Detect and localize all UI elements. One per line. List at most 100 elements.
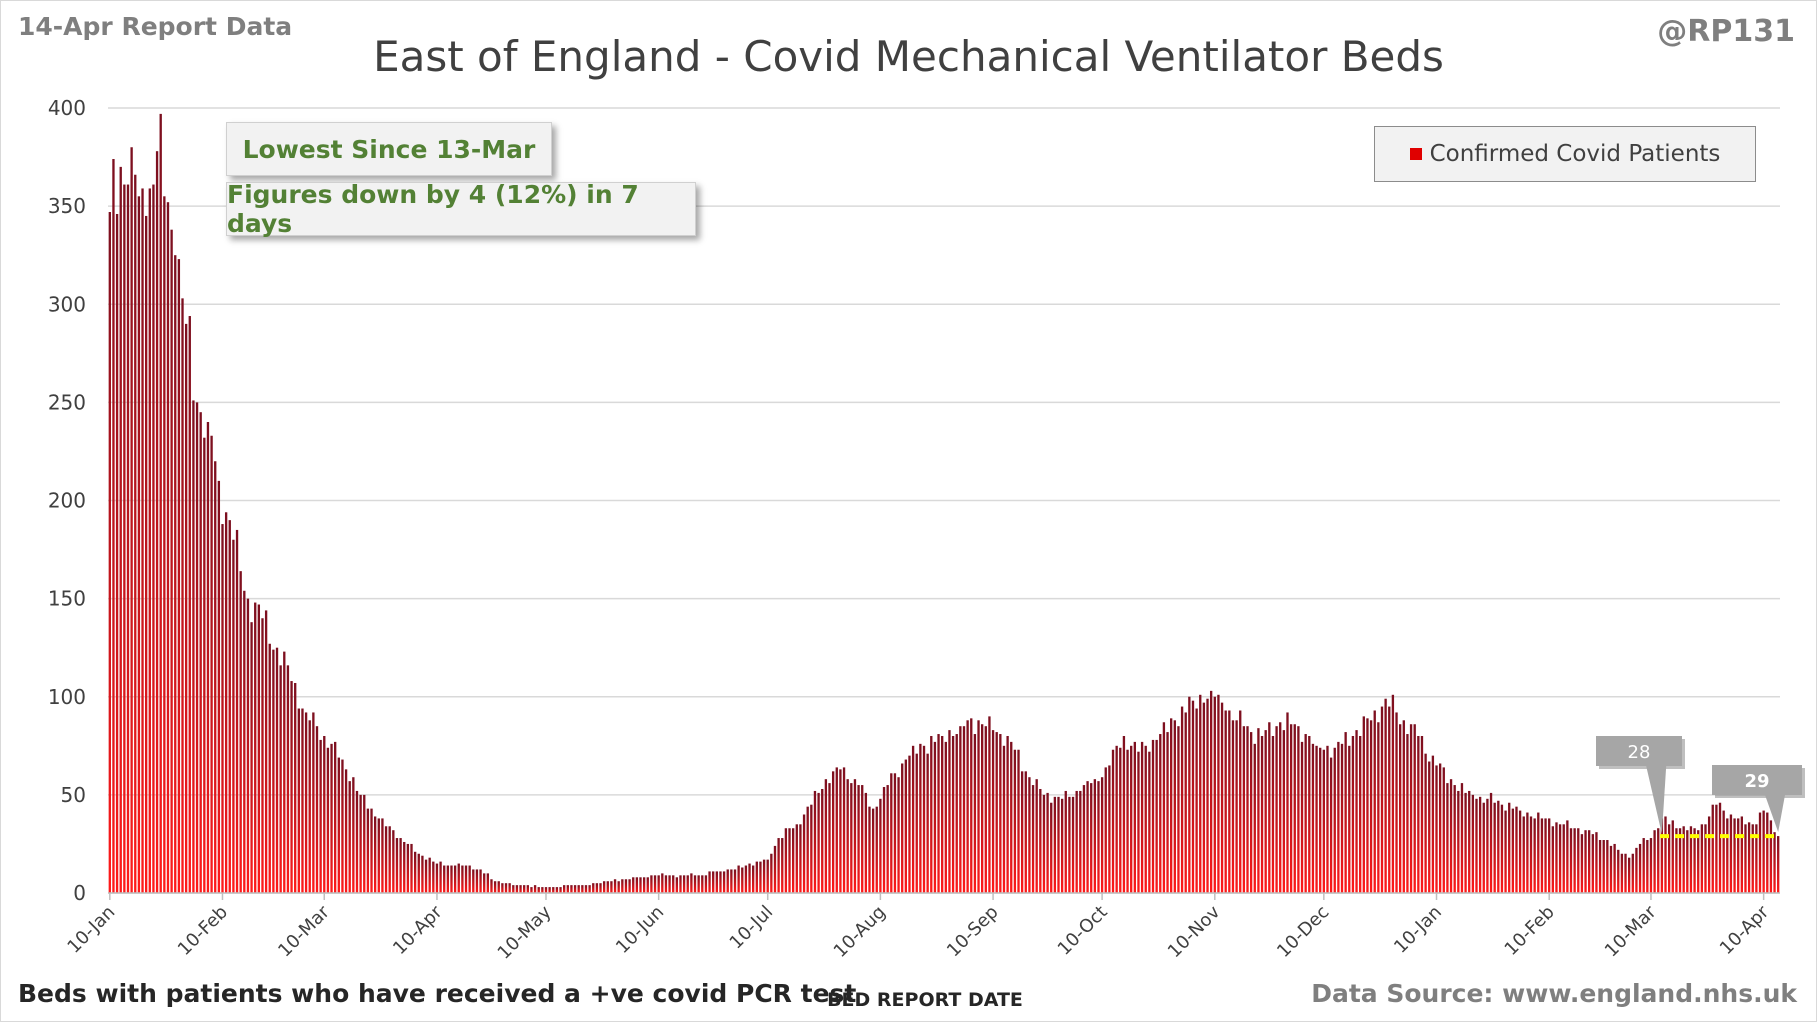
bar — [606, 881, 609, 893]
bar — [181, 298, 184, 893]
bar — [1384, 698, 1387, 893]
bar — [570, 885, 573, 893]
bar — [137, 196, 141, 893]
bar — [1002, 745, 1006, 893]
bar — [686, 875, 689, 893]
bar — [951, 736, 955, 893]
bar — [1279, 722, 1282, 893]
bar — [1686, 830, 1689, 893]
bar — [1195, 708, 1198, 893]
bar — [628, 879, 631, 893]
bar — [1744, 824, 1747, 893]
bar — [126, 184, 130, 894]
bar — [890, 773, 893, 893]
bar — [1366, 718, 1369, 893]
legend-label: Confirmed Covid Patients — [1429, 141, 1721, 167]
x-tick-label: 10-Apr — [1716, 901, 1774, 959]
bar — [1446, 783, 1449, 893]
bar — [573, 885, 577, 893]
bar — [621, 879, 624, 893]
bar — [1769, 820, 1773, 893]
bar — [1170, 718, 1173, 893]
bar — [1464, 792, 1467, 893]
weekly-change-text: Figures down by 4 (12%) in 7 days — [227, 180, 639, 238]
bar — [1046, 792, 1049, 893]
bar — [1468, 790, 1471, 893]
bar — [1595, 832, 1598, 893]
bar — [842, 767, 846, 893]
bar — [559, 887, 562, 893]
bar — [334, 741, 337, 893]
data-label-pointer — [1765, 795, 1785, 833]
bar — [1329, 757, 1333, 893]
bar — [155, 151, 159, 893]
bar — [897, 777, 900, 893]
bar — [355, 790, 359, 893]
bar — [577, 885, 580, 893]
bar — [472, 869, 475, 893]
bar — [1548, 818, 1551, 893]
bar — [1249, 732, 1253, 893]
bar — [1580, 834, 1584, 894]
bar — [679, 875, 682, 893]
bar — [1740, 816, 1743, 893]
bar — [955, 734, 958, 893]
bar — [770, 853, 773, 893]
bar — [1682, 826, 1685, 893]
bar — [708, 871, 711, 893]
bar — [1268, 722, 1271, 893]
bar — [1729, 814, 1733, 893]
bar — [1453, 785, 1456, 893]
bar — [1737, 818, 1740, 893]
bar — [512, 885, 515, 893]
x-tick-label: 10-Jan — [63, 902, 119, 958]
bar — [552, 887, 555, 893]
bar — [930, 736, 933, 893]
bar — [1115, 745, 1118, 893]
bar — [424, 859, 428, 893]
bar — [566, 885, 569, 893]
bar — [1424, 753, 1427, 893]
y-tick-label: 150 — [48, 587, 86, 611]
bar — [1322, 749, 1325, 893]
bar — [817, 792, 820, 893]
bar — [1591, 834, 1594, 894]
bar — [504, 883, 508, 893]
y-tick-label: 250 — [48, 390, 86, 414]
bar — [1297, 726, 1300, 893]
bar — [413, 851, 417, 893]
y-tick-label: 300 — [48, 292, 86, 316]
x-axis-ticks: 10-Jan 10-Feb 10-Mar 10-Apr 10-May 10-Jun 10-J… — [63, 892, 1780, 964]
bar — [184, 323, 188, 894]
bar — [1100, 777, 1104, 893]
bar — [352, 777, 355, 893]
bar — [526, 885, 529, 893]
bar — [1711, 804, 1714, 893]
bar — [1544, 818, 1547, 893]
x-tick-label: 10-Jan — [1390, 902, 1446, 958]
bar — [1660, 818, 1664, 893]
bar — [733, 869, 737, 893]
bar — [217, 480, 221, 894]
bar — [1104, 767, 1107, 893]
bar — [319, 739, 322, 893]
bar — [799, 824, 802, 893]
bar — [926, 753, 929, 893]
bar — [246, 598, 250, 894]
bar — [261, 618, 264, 893]
bar — [1369, 720, 1373, 893]
bar — [1151, 739, 1155, 893]
bar — [1635, 847, 1638, 893]
bar — [995, 732, 998, 893]
bar — [617, 881, 620, 893]
bar — [1337, 741, 1340, 893]
bar — [1478, 796, 1482, 893]
bar — [1573, 828, 1576, 893]
bar — [835, 767, 838, 893]
bar — [541, 887, 544, 893]
data-label-value: 29 — [1744, 771, 1769, 792]
bar — [1442, 767, 1445, 893]
bar — [791, 828, 795, 893]
bar — [341, 759, 344, 893]
bar — [824, 779, 828, 893]
